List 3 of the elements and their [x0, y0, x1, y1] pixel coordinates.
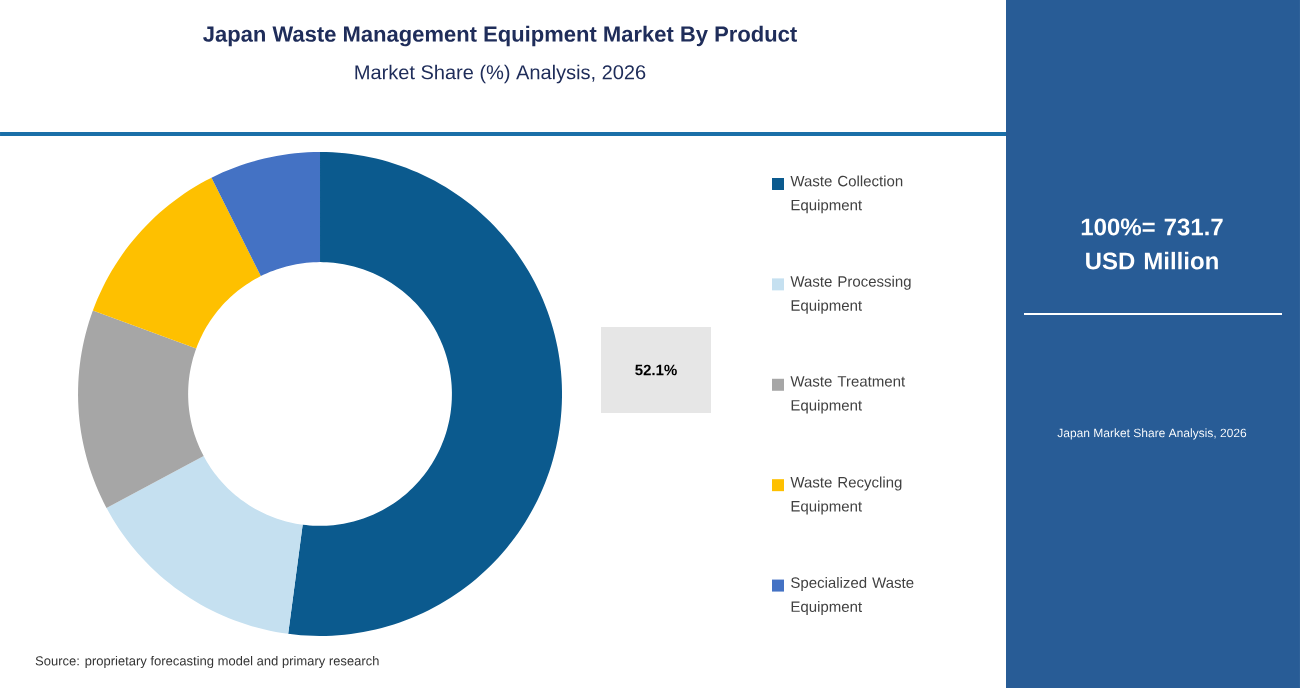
chart-subtitle: Market Share (%) Analysis, 2026: [355, 64, 646, 84]
text: 100%= 731.7 USD Million: [1081, 218, 1223, 270]
chart-title: Japan Waste Management Equipment Market By Product: [203, 25, 797, 47]
